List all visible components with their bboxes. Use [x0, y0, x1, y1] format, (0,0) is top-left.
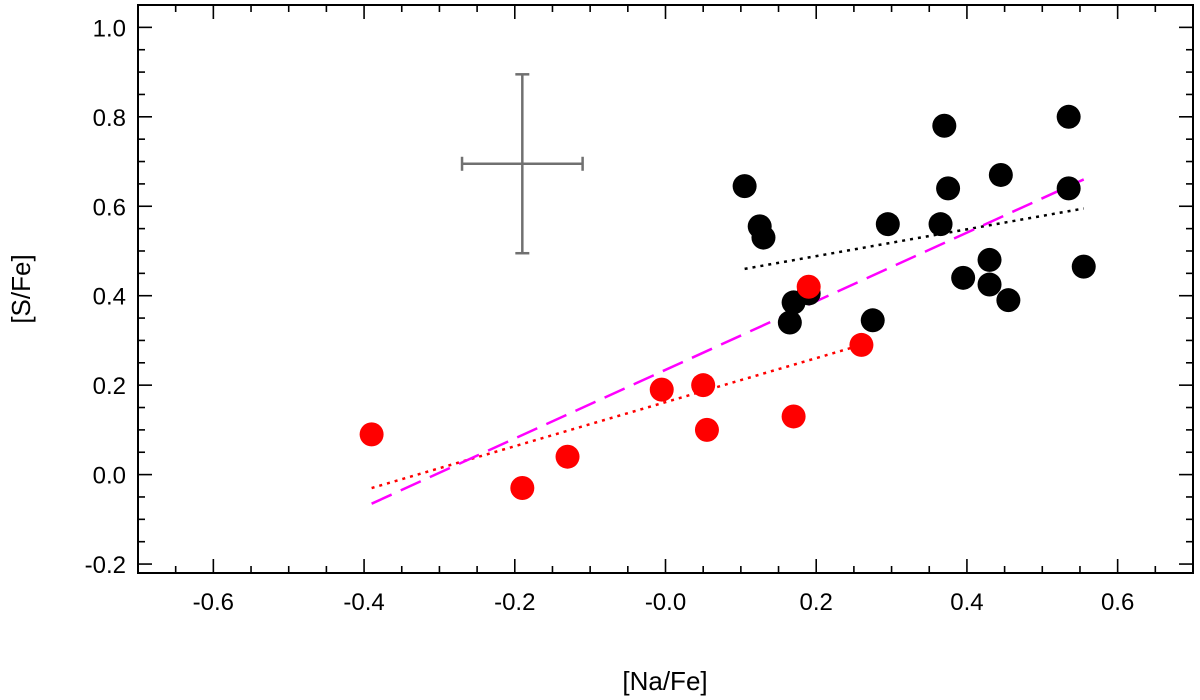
black-point	[732, 174, 757, 199]
x-axis-label: [Na/Fe]	[622, 666, 707, 696]
black-point	[875, 212, 900, 237]
y-tick-label: -0.2	[85, 552, 126, 579]
black-point	[932, 113, 957, 138]
black-point	[1056, 176, 1081, 201]
x-tick-label: 0.6	[1101, 589, 1134, 616]
combined-fit-line	[371, 178, 1085, 505]
red-point	[694, 417, 719, 442]
black-point	[951, 265, 976, 290]
red-point	[359, 422, 384, 447]
y-tick-label: 0.2	[93, 373, 126, 400]
y-tick-label: 0.8	[93, 105, 126, 132]
black-point	[988, 162, 1013, 187]
black-point	[996, 288, 1021, 313]
x-tick-label: -0.4	[343, 589, 384, 616]
fit-lines	[371, 178, 1085, 505]
x-tick-label: 0.2	[800, 589, 833, 616]
red-point	[796, 274, 821, 299]
x-tick-label: -0.6	[193, 589, 234, 616]
red-fit-line	[371, 343, 862, 490]
x-tick-label: -0.0	[645, 589, 686, 616]
y-tick-label: 0.0	[93, 463, 126, 490]
plot-frame	[137, 4, 1194, 574]
axis-ticks	[137, 5, 1194, 573]
black-point	[936, 176, 961, 201]
black-point	[1071, 254, 1096, 279]
error-bar	[460, 73, 584, 255]
red-point	[849, 332, 874, 357]
black-point	[860, 308, 885, 333]
red-point	[555, 444, 580, 469]
x-tick-label: 0.4	[950, 589, 983, 616]
red-point	[691, 373, 716, 398]
red-point	[510, 476, 535, 501]
x-tick-label: -0.2	[494, 589, 535, 616]
y-axis-label: [S/Fe]	[6, 254, 36, 323]
y-tick-label: 0.4	[93, 284, 126, 311]
black-point	[977, 247, 1002, 272]
red-point	[781, 404, 806, 429]
tick-labels: -0.6 -0.4 -0.2 -0.0 0.2 0.4 0.6 -0.2 0.0 0.2 0.4 0.…	[85, 15, 1135, 616]
black-point	[1056, 104, 1081, 129]
black-point	[777, 310, 802, 335]
data-points	[359, 104, 1096, 501]
black-point	[751, 225, 776, 250]
red-point	[649, 377, 674, 402]
black-point	[928, 212, 953, 237]
y-tick-label: 0.6	[93, 194, 126, 221]
black-point	[977, 272, 1002, 297]
y-tick-label: 1.0	[93, 15, 126, 42]
black-fit-line	[744, 207, 1084, 271]
